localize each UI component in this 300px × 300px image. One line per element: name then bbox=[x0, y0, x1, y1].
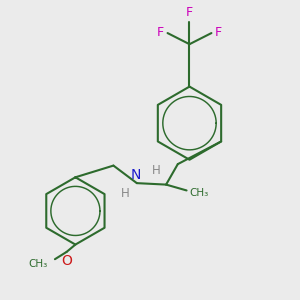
Text: CH₃: CH₃ bbox=[190, 188, 209, 198]
Text: O: O bbox=[61, 254, 72, 268]
Text: N: N bbox=[130, 168, 141, 182]
Text: F: F bbox=[157, 26, 164, 39]
Text: F: F bbox=[215, 26, 222, 39]
Text: CH₃: CH₃ bbox=[28, 259, 48, 269]
Text: H: H bbox=[121, 187, 130, 200]
Text: H: H bbox=[152, 164, 160, 177]
Text: F: F bbox=[186, 6, 193, 19]
